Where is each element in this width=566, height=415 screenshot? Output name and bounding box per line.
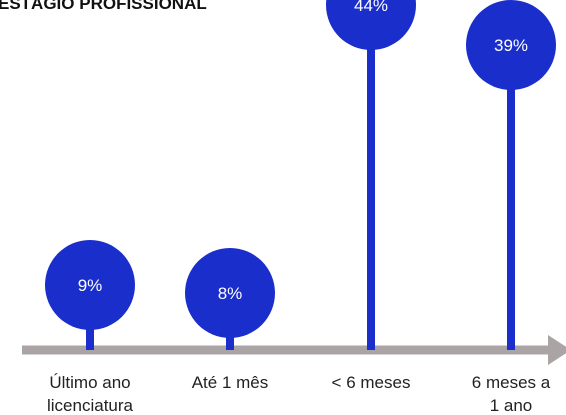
value-label: 44% <box>354 0 388 15</box>
lollipop-4: 39% <box>466 0 556 350</box>
category-label: < 6 meses <box>332 373 411 392</box>
lollipop-3: 44% <box>326 0 416 350</box>
marker-circle <box>466 0 556 90</box>
value-label: 8% <box>218 284 243 303</box>
lollipop-2: 8% <box>185 248 275 350</box>
value-label: 9% <box>78 276 103 295</box>
lollipop-1: 9% <box>45 240 135 350</box>
marker-circle <box>326 0 416 50</box>
category-labels: Último ano licenciatura Até 1 mês < 6 meses… <box>47 373 551 415</box>
x-axis <box>22 335 566 365</box>
value-label: 39% <box>494 36 528 55</box>
axis-arrow <box>548 335 566 365</box>
category-label: Último ano licenciatura <box>47 373 134 415</box>
marker-circle <box>185 248 275 338</box>
chart-title: ESTÁGIO PROFISSIONAL <box>0 0 207 13</box>
marks: 9% 8% 44% 39% <box>45 0 556 350</box>
category-label: Até 1 mês <box>192 373 269 392</box>
marker-circle <box>45 240 135 330</box>
